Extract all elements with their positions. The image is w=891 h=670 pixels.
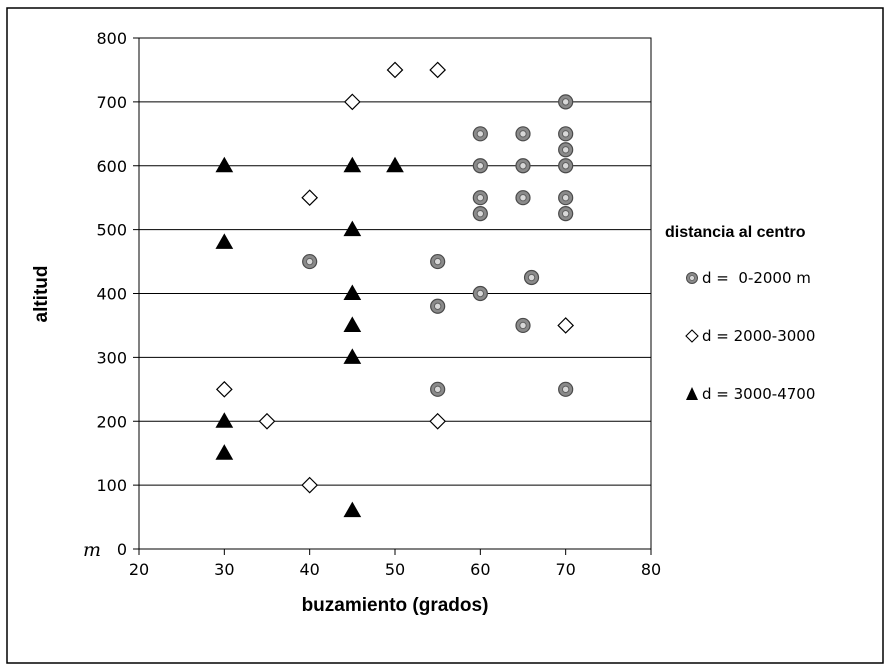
- data-point-diamond: [557, 317, 575, 334]
- data-point-triangle: [386, 156, 404, 173]
- data-point-circle: [472, 126, 488, 142]
- data-point-circle: [430, 253, 446, 270]
- legend-item: d = 0-2000 m: [686, 269, 811, 287]
- data-point-circle: [472, 158, 488, 174]
- data-point-circle: [558, 142, 574, 158]
- data-point-triangle: [343, 348, 362, 364]
- data-point-diamond: [215, 380, 233, 398]
- y-tick-label: 0: [117, 540, 127, 559]
- legend-label: d = 0-2000 m: [702, 269, 811, 287]
- data-point-triangle: [343, 284, 362, 300]
- data-point-circle: [430, 381, 446, 397]
- data-points: [215, 61, 575, 518]
- x-tick-label: 20: [129, 560, 149, 579]
- x-tick-label: 40: [299, 560, 319, 579]
- x-tick-label: 60: [470, 560, 490, 579]
- data-point-circle: [558, 126, 574, 142]
- data-point-circle: [302, 253, 318, 270]
- legend-item: d = 3000-4700: [686, 385, 815, 403]
- data-point-triangle: [343, 316, 362, 332]
- x-tick-label: 50: [385, 560, 405, 579]
- data-point-circle: [558, 381, 574, 397]
- data-point-circle: [523, 269, 540, 286]
- y-tick-label: 800: [96, 29, 127, 48]
- x-axis: 20 30 40 50 60 70 80: [129, 549, 661, 579]
- legend-title: distancia al centro: [665, 224, 806, 241]
- y-tick-label: 400: [96, 285, 127, 304]
- data-point-triangle: [215, 412, 234, 428]
- data-point-circle: [558, 158, 574, 174]
- data-point-circle: [515, 190, 531, 206]
- data-point-diamond: [386, 61, 404, 79]
- legend-label: d = 2000-3000: [702, 327, 815, 345]
- data-point-triangle: [343, 220, 362, 237]
- data-point-circle: [558, 190, 574, 206]
- legend-marker-triangle: [686, 387, 698, 400]
- data-point-diamond: [429, 61, 447, 79]
- legend-marker-diamond: [685, 329, 699, 343]
- x-tick-label: 30: [214, 560, 234, 579]
- x-tick-label: 80: [641, 560, 661, 579]
- y-tick-label: 200: [96, 412, 127, 431]
- data-point-triangle: [215, 444, 234, 460]
- data-point-diamond: [301, 476, 319, 494]
- legend-label: d = 3000-4700: [702, 385, 815, 403]
- data-point-circle: [515, 317, 531, 334]
- data-point-circle: [558, 206, 574, 222]
- x-tick-label: 70: [555, 560, 575, 579]
- y-tick-label: 500: [96, 221, 127, 240]
- x-axis-title: buzamiento (grados): [302, 595, 489, 616]
- y-axis-unit: m: [83, 539, 101, 561]
- y-axis: 0 100 200 300 400 500 600 700 800: [96, 29, 139, 559]
- legend-item: d = 2000-3000: [685, 327, 815, 345]
- data-point-circle: [515, 126, 531, 142]
- data-point-circle: [430, 298, 446, 314]
- y-tick-label: 100: [96, 476, 127, 495]
- data-point-triangle: [343, 501, 362, 518]
- y-axis-title: altitud: [31, 266, 52, 323]
- data-point-triangle: [215, 233, 234, 249]
- data-point-circle: [472, 285, 488, 302]
- data-point-triangle: [343, 156, 362, 173]
- data-point-diamond: [301, 189, 319, 207]
- data-point-diamond: [258, 412, 276, 430]
- legend: distancia al centro d = 0-2000 m d = 2000…: [665, 224, 815, 403]
- data-point-diamond: [429, 412, 447, 430]
- data-point-circle: [558, 94, 574, 110]
- data-point-circle: [515, 158, 531, 174]
- y-tick-label: 700: [96, 93, 127, 112]
- data-point-triangle: [215, 156, 234, 173]
- chart-border: [6, 7, 884, 664]
- data-point-circle: [472, 190, 488, 206]
- y-tick-label: 600: [96, 157, 127, 176]
- data-point-circle: [472, 206, 488, 222]
- data-point-diamond: [343, 93, 361, 111]
- y-tick-label: 300: [96, 348, 127, 367]
